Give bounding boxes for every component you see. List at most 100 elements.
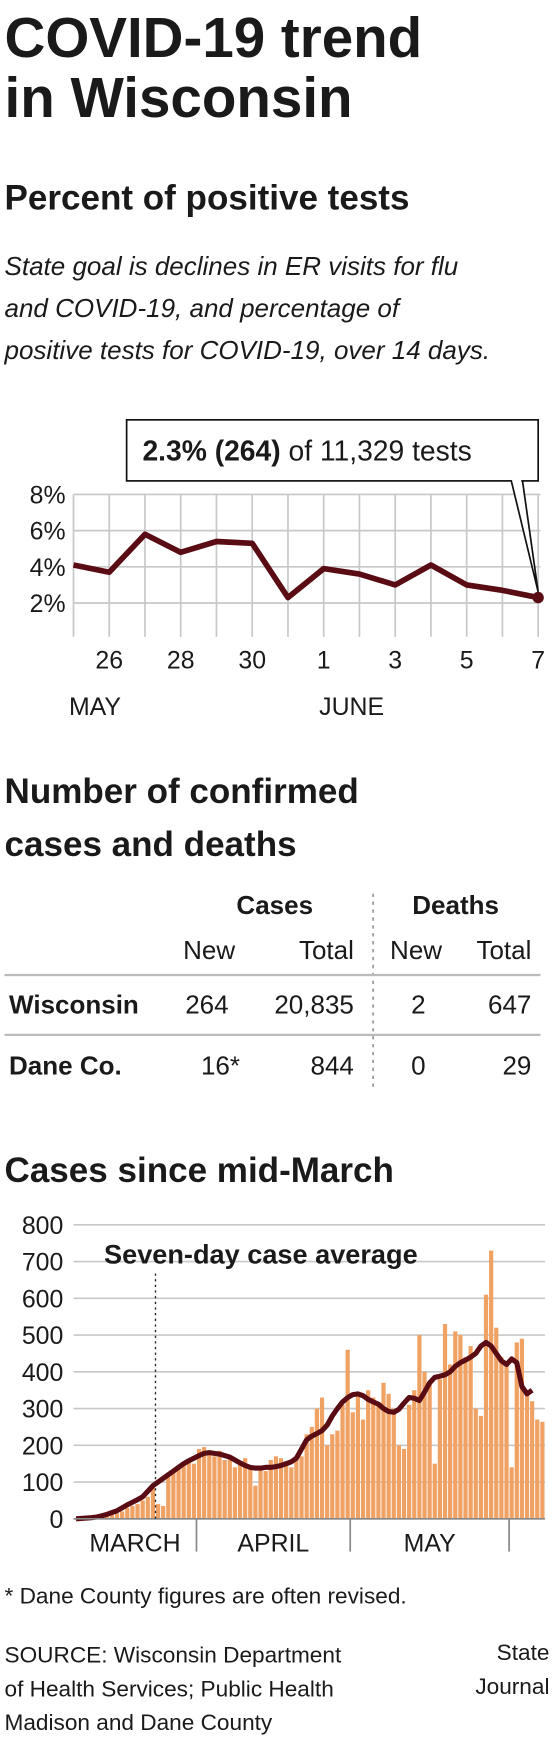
bar	[535, 1419, 540, 1519]
subtitle: and COVID-19, and percentage of	[5, 293, 402, 323]
bar	[442, 1324, 448, 1519]
bar	[427, 1382, 432, 1519]
bar	[478, 1415, 484, 1519]
bar	[489, 1250, 494, 1519]
bar	[499, 1357, 504, 1519]
x-tick-label: 1	[317, 647, 331, 675]
y-tick-label: 300	[22, 1396, 63, 1424]
bar	[140, 1500, 145, 1519]
bar	[145, 1496, 150, 1519]
bar	[376, 1404, 381, 1519]
bar	[309, 1426, 314, 1519]
bar	[150, 1485, 156, 1519]
bar	[473, 1408, 478, 1519]
row-label: Dane Co.	[9, 1050, 122, 1080]
bar	[273, 1456, 279, 1519]
bar	[458, 1335, 463, 1519]
bar	[222, 1460, 227, 1519]
y-tick-label: 8%	[30, 482, 66, 510]
x-tick-label: 7	[531, 647, 545, 675]
bar	[130, 1505, 135, 1519]
bar	[125, 1507, 130, 1519]
row-label: Wisconsin	[9, 989, 139, 1019]
bar	[243, 1458, 248, 1519]
month-label: MAY	[69, 693, 121, 721]
x-tick-label: 28	[167, 647, 195, 675]
annotation: Seven-day case average	[104, 1238, 418, 1269]
column-header: Total	[476, 935, 531, 965]
bar	[207, 1452, 212, 1519]
cell: 0	[411, 1050, 425, 1080]
bar	[509, 1467, 514, 1519]
chart-title: Cases since mid-March	[5, 1151, 394, 1190]
month-label: MAY	[404, 1530, 456, 1558]
credit: State	[497, 1640, 550, 1665]
end-point	[532, 591, 544, 604]
callout-rest: of 11,329 tests	[289, 435, 472, 467]
bar	[186, 1460, 191, 1519]
cell: 844	[310, 1050, 353, 1080]
bar	[161, 1505, 166, 1519]
title: COVID-19 trend	[5, 6, 423, 69]
bar	[166, 1474, 171, 1519]
bar	[181, 1463, 186, 1519]
bar	[448, 1364, 453, 1519]
bar	[453, 1331, 458, 1519]
cell: 647	[488, 989, 531, 1019]
bar	[422, 1371, 427, 1519]
bar	[114, 1513, 120, 1519]
bar	[540, 1421, 545, 1519]
bar	[227, 1456, 232, 1519]
bar	[345, 1349, 350, 1519]
bar	[417, 1335, 422, 1519]
bar	[463, 1357, 468, 1519]
column-header: New	[390, 935, 442, 965]
y-tick-label: 2%	[30, 590, 66, 618]
month-label: APRIL	[237, 1530, 309, 1558]
bar	[366, 1390, 371, 1519]
bar	[268, 1460, 273, 1519]
bar	[176, 1467, 181, 1519]
bar	[519, 1338, 525, 1519]
callout-pointer	[510, 479, 540, 593]
group-header: Cases	[236, 890, 313, 920]
bar	[381, 1382, 386, 1519]
column-header: Total	[299, 935, 354, 965]
table-title: cases and deaths	[5, 825, 297, 864]
credit: Journal	[475, 1674, 549, 1699]
x-tick-label: 26	[95, 647, 123, 675]
x-tick-label: 3	[388, 647, 402, 675]
bar	[253, 1485, 258, 1519]
bar	[407, 1404, 412, 1519]
y-tick-label: 800	[22, 1212, 63, 1240]
cell: 2	[411, 989, 425, 1019]
bar	[202, 1447, 207, 1519]
bar	[386, 1393, 391, 1519]
y-tick-label: 600	[22, 1285, 63, 1313]
bar	[335, 1430, 340, 1519]
bar	[314, 1408, 320, 1519]
bar	[278, 1458, 284, 1519]
bar	[330, 1434, 335, 1519]
x-tick-label: 30	[238, 647, 266, 675]
cell: 264	[185, 989, 228, 1019]
bar	[196, 1448, 202, 1519]
bar	[171, 1471, 176, 1519]
source: SOURCE: Wisconsin Department	[5, 1642, 342, 1667]
bar	[412, 1390, 417, 1519]
bar	[483, 1294, 489, 1519]
footnote: * Dane County figures are often revised.	[5, 1584, 407, 1609]
column-header: New	[183, 935, 235, 965]
y-tick-label: 200	[22, 1432, 63, 1460]
callout-text: 2.3% (264) of 11,329 tests	[142, 435, 471, 467]
y-tick-label: 500	[22, 1322, 63, 1350]
y-tick-label: 100	[22, 1469, 63, 1497]
bar	[304, 1434, 309, 1519]
line	[72, 531, 539, 601]
y-tick-label: 4%	[30, 554, 66, 582]
table-title: Number of confirmed	[5, 772, 359, 811]
bar	[155, 1504, 161, 1519]
bar	[371, 1397, 376, 1519]
y-tick-label: 400	[22, 1359, 63, 1387]
